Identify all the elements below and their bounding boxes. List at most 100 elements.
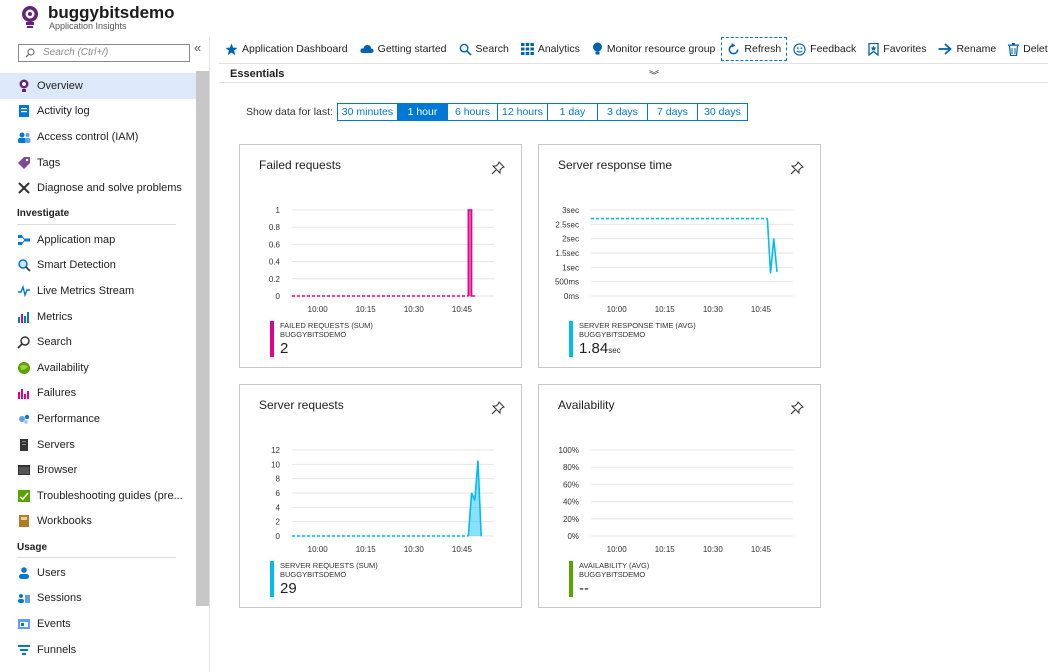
x-tick-label: 10:15 xyxy=(356,545,377,554)
sidebar-item-access-control[interactable]: Access control (IAM) xyxy=(0,124,196,150)
y-tick-label: 2.5sec xyxy=(555,220,579,229)
rename-button[interactable]: Rename xyxy=(932,37,1002,61)
x-tick-label: 10:15 xyxy=(655,545,676,554)
x-tick-label: 10:00 xyxy=(607,305,628,314)
data-point xyxy=(474,499,476,501)
sidebar-item-tags[interactable]: Tags xyxy=(0,150,196,176)
pin-icon[interactable] xyxy=(491,401,505,415)
data-point xyxy=(291,535,293,537)
data-point xyxy=(467,209,469,211)
sidebar-item-smart-detection[interactable]: Smart Detection xyxy=(0,253,196,279)
server-requests-tile[interactable]: Server requests 12 10 8 6 4 2 0 10:00 10:15 10:30… xyxy=(239,384,522,608)
legend-value-number: 1.84 xyxy=(579,340,609,357)
sidebar-item-funnels[interactable]: Funnels xyxy=(0,637,196,663)
collapse-sidebar-button[interactable]: « xyxy=(194,40,202,55)
sidebar-item-metrics[interactable]: Metrics xyxy=(0,304,196,330)
sidebar-item-failures[interactable]: Failures xyxy=(0,381,196,407)
y-tick-label: 4 xyxy=(276,503,281,512)
refresh-button[interactable]: Refresh xyxy=(721,37,788,61)
sidebar-item-browser[interactable]: Browser xyxy=(0,457,196,483)
sidebar-item-live-metrics[interactable]: Live Metrics Stream xyxy=(0,278,196,304)
data-point xyxy=(773,238,775,240)
y-tick-label: 0.2 xyxy=(269,275,281,284)
sidebar-item-activity-log[interactable]: Activity log xyxy=(0,99,196,125)
sidebar-item-diagnose[interactable]: Diagnose and solve problems xyxy=(0,175,196,201)
legend-color-bar xyxy=(270,561,274,597)
y-tick-label: 2 xyxy=(276,518,281,527)
delete-button[interactable]: Delete xyxy=(1002,37,1048,61)
sidebar-scrollbar[interactable] xyxy=(196,71,209,606)
x-tick-label: 10:45 xyxy=(452,305,473,314)
sidebar-item-servers[interactable]: Servers xyxy=(0,432,196,458)
sidebar-item-users[interactable]: Users xyxy=(0,560,196,586)
series-area xyxy=(468,460,482,536)
essentials-bar[interactable]: Essentials ︾ xyxy=(219,63,1048,83)
availability-tile[interactable]: Availability 100% 80% 60% 40% 20% 0% 10:00 10:1… xyxy=(538,384,821,608)
pin-icon[interactable] xyxy=(491,161,505,175)
y-tick-label: 40% xyxy=(563,498,579,507)
y-tick-label: 6 xyxy=(276,489,281,498)
sidebar-search-input[interactable]: Search (Ctrl+/) xyxy=(18,44,190,62)
x-tick-label: 10:15 xyxy=(356,305,377,314)
data-point xyxy=(770,272,772,274)
time-option-1-hour[interactable]: 1 hour xyxy=(396,103,448,121)
sidebar-item-sessions[interactable]: Sessions xyxy=(0,586,196,612)
time-option-12-hours[interactable]: 12 hours xyxy=(496,103,548,121)
sidebar-item-label: Overview xyxy=(37,79,83,92)
data-point xyxy=(471,492,473,494)
sidebar-item-performance[interactable]: Performance xyxy=(0,406,196,432)
failed-requests-tile[interactable]: Failed requests 1 0.8 0.6 0.4 0.2 0 10:00 10:15… xyxy=(239,144,522,368)
y-tick-label: 3sec xyxy=(562,206,579,215)
time-option-30-days[interactable]: 30 days xyxy=(696,103,748,121)
y-tick-label: 10 xyxy=(271,460,280,469)
sidebar-item-label: Application map xyxy=(37,233,116,246)
sidebar-item-label: Live Metrics Stream xyxy=(37,284,135,297)
y-tick-label: 0ms xyxy=(564,292,579,301)
feedback-label: Feedback xyxy=(810,43,857,55)
pin-icon[interactable] xyxy=(790,161,804,175)
time-option-30-minutes[interactable]: 30 minutes xyxy=(336,103,398,121)
y-tick-label: 0% xyxy=(567,532,579,541)
server-response-time-tile[interactable]: Server response time 3sec 2.5sec 2sec 1.5se… xyxy=(538,144,821,368)
time-option-1-day[interactable]: 1 day xyxy=(546,103,598,121)
chevron-down-icon[interactable]: ︾ xyxy=(649,71,659,82)
failed-requests-chart: 1 0.8 0.6 0.4 0.2 0 10:00 10:15 10:30 10:45 xyxy=(269,206,494,314)
monitor-resource-group-button[interactable]: Monitor resource group xyxy=(586,37,722,61)
sidebar-item-workbooks[interactable]: Workbooks xyxy=(0,509,196,535)
time-option-3-days[interactable]: 3 days xyxy=(596,103,648,121)
x-tick-label: 10:45 xyxy=(452,545,473,554)
getting-started-label: Getting started xyxy=(377,43,447,55)
application-dashboard-button[interactable]: Application Dashboard xyxy=(219,37,354,61)
sidebar-item-search[interactable]: Search xyxy=(0,329,196,355)
x-tick-label: 10:00 xyxy=(308,545,329,554)
browser-icon xyxy=(18,465,30,476)
sidebar-item-application-map[interactable]: Application map xyxy=(0,227,196,253)
sidebar-section-investigate: Investigate xyxy=(0,201,196,227)
search-icon xyxy=(17,336,30,349)
time-option-6-hours[interactable]: 6 hours xyxy=(446,103,498,121)
smart-detection-icon xyxy=(18,259,31,272)
favorites-button[interactable]: Favorites xyxy=(862,37,932,61)
time-range-selector: Show data for last: 30 minutes 1 hour 6 … xyxy=(246,103,748,121)
time-option-7-days[interactable]: 7 days xyxy=(646,103,698,121)
analytics-button[interactable]: Analytics xyxy=(515,37,586,61)
app-subtitle: Application Insights xyxy=(49,21,127,31)
feedback-button[interactable]: Feedback xyxy=(787,37,862,61)
monitor-resource-group-label: Monitor resource group xyxy=(606,43,716,55)
legend-metric-name: AVAILABILITY (AVG) xyxy=(579,561,650,570)
series-area xyxy=(468,210,475,296)
server-response-time-chart: 3sec 2.5sec 2sec 1.5sec 1sec 500ms 0ms 10:00 10:… xyxy=(555,206,793,314)
sidebar-item-events[interactable]: Events xyxy=(0,611,196,637)
data-point xyxy=(477,460,479,462)
search-button[interactable]: Search xyxy=(453,37,515,61)
servers-icon xyxy=(20,438,28,451)
y-tick-label: 8 xyxy=(276,475,281,484)
getting-started-button[interactable]: Getting started xyxy=(354,37,453,61)
data-point xyxy=(590,218,592,220)
sidebar-item-availability[interactable]: Availability xyxy=(0,355,196,381)
sidebar-item-overview[interactable]: Overview xyxy=(0,73,196,99)
legend-color-bar xyxy=(270,321,274,357)
legend-metric-name: SERVER RESPONSE TIME (AVG) xyxy=(579,321,696,330)
sidebar-item-troubleshooting-guides[interactable]: Troubleshooting guides (pre... xyxy=(0,483,196,509)
pin-icon[interactable] xyxy=(790,401,804,415)
